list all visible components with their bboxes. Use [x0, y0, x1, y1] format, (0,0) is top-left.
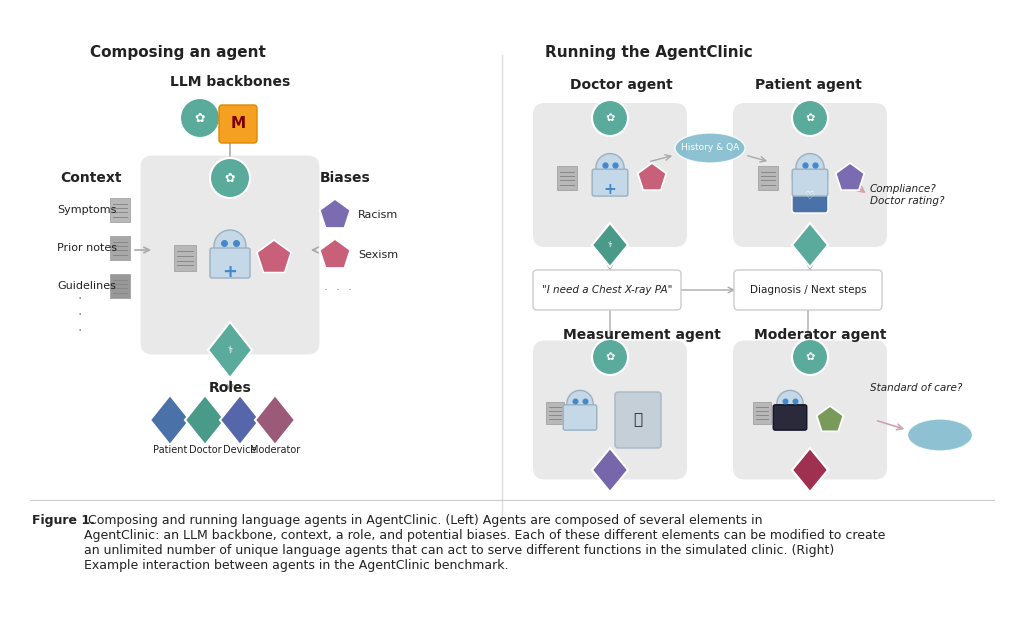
Text: Compliance?
Doctor rating?: Compliance? Doctor rating?: [870, 184, 944, 206]
FancyBboxPatch shape: [733, 103, 887, 247]
Text: Patient: Patient: [153, 445, 187, 455]
Circle shape: [796, 154, 824, 182]
Text: ·
·
·: · · ·: [78, 292, 82, 338]
Text: Measurement agent: Measurement agent: [563, 328, 721, 342]
Text: ·  ·  ·: · · ·: [324, 284, 352, 296]
Text: ✿: ✿: [605, 113, 614, 123]
FancyBboxPatch shape: [733, 340, 887, 479]
FancyBboxPatch shape: [534, 103, 687, 247]
Text: LLM backbones: LLM backbones: [170, 75, 290, 89]
Text: "I need a Chest X-ray PA": "I need a Chest X-ray PA": [542, 285, 672, 295]
Polygon shape: [592, 223, 628, 267]
Circle shape: [792, 339, 828, 375]
Text: +: +: [222, 263, 238, 281]
Text: ⚕: ⚕: [608, 241, 612, 250]
Circle shape: [210, 158, 250, 198]
Circle shape: [792, 100, 828, 136]
Text: Moderator agent: Moderator agent: [754, 328, 887, 342]
Text: Symptoms: Symptoms: [57, 205, 117, 215]
Text: ✿: ✿: [605, 352, 614, 362]
Circle shape: [596, 154, 624, 182]
Circle shape: [214, 230, 246, 262]
FancyBboxPatch shape: [534, 340, 687, 479]
Text: ✿: ✿: [195, 111, 205, 125]
Text: 🫁: 🫁: [634, 413, 643, 428]
Polygon shape: [792, 448, 828, 492]
Text: Sexism: Sexism: [358, 250, 398, 260]
Ellipse shape: [907, 419, 973, 451]
Circle shape: [567, 390, 593, 417]
Text: Doctor: Doctor: [188, 445, 221, 455]
FancyBboxPatch shape: [140, 156, 319, 355]
FancyBboxPatch shape: [563, 405, 597, 430]
FancyBboxPatch shape: [793, 169, 827, 196]
Text: Guidelines: Guidelines: [57, 281, 116, 291]
Polygon shape: [150, 395, 190, 445]
FancyBboxPatch shape: [534, 270, 681, 310]
Circle shape: [592, 339, 628, 375]
Text: Racism: Racism: [358, 210, 398, 220]
Text: Doctor agent: Doctor agent: [570, 78, 673, 92]
Text: Patient agent: Patient agent: [755, 78, 862, 92]
Polygon shape: [257, 240, 291, 273]
Text: Running the AgentClinic: Running the AgentClinic: [545, 45, 753, 60]
Polygon shape: [836, 163, 864, 190]
FancyBboxPatch shape: [758, 166, 778, 190]
Text: Figure 1.: Figure 1.: [32, 514, 95, 527]
FancyBboxPatch shape: [753, 402, 771, 424]
Ellipse shape: [675, 133, 745, 163]
Text: Roles: Roles: [209, 381, 251, 395]
Text: Composing and running language agents in AgentClinic. (Left) Agents are composed: Composing and running language agents in…: [84, 514, 886, 572]
Text: History & QA: History & QA: [681, 143, 739, 152]
FancyBboxPatch shape: [792, 179, 828, 213]
Polygon shape: [792, 223, 828, 267]
Text: ✿: ✿: [805, 113, 815, 123]
Circle shape: [777, 390, 803, 417]
Circle shape: [592, 100, 628, 136]
FancyBboxPatch shape: [557, 166, 577, 190]
Polygon shape: [185, 395, 225, 445]
Polygon shape: [592, 448, 628, 492]
Text: ✿: ✿: [224, 172, 236, 184]
Polygon shape: [817, 406, 844, 431]
Polygon shape: [319, 239, 350, 268]
Polygon shape: [208, 322, 252, 378]
Text: Biases: Biases: [319, 171, 371, 185]
Text: Diagnosis / Next steps: Diagnosis / Next steps: [750, 285, 866, 295]
FancyBboxPatch shape: [219, 105, 257, 143]
Polygon shape: [255, 395, 295, 445]
Text: ♡: ♡: [805, 191, 815, 201]
Text: Prior notes: Prior notes: [57, 243, 117, 253]
Text: ⚕: ⚕: [227, 345, 232, 355]
FancyBboxPatch shape: [174, 245, 196, 271]
FancyBboxPatch shape: [734, 270, 882, 310]
FancyBboxPatch shape: [110, 236, 130, 260]
Text: Context: Context: [60, 171, 122, 185]
FancyBboxPatch shape: [110, 274, 130, 298]
FancyBboxPatch shape: [773, 405, 807, 430]
FancyBboxPatch shape: [110, 198, 130, 222]
Text: Standard of care?: Standard of care?: [870, 383, 963, 393]
Polygon shape: [638, 163, 667, 190]
Text: Composing an agent: Composing an agent: [90, 45, 266, 60]
Text: Device: Device: [223, 445, 257, 455]
Circle shape: [180, 98, 220, 138]
Text: ✿: ✿: [805, 352, 815, 362]
Text: +: +: [603, 182, 616, 198]
FancyBboxPatch shape: [615, 392, 662, 448]
FancyBboxPatch shape: [546, 402, 564, 424]
FancyBboxPatch shape: [592, 169, 628, 196]
FancyBboxPatch shape: [210, 248, 250, 278]
Text: Moderator: Moderator: [250, 445, 300, 455]
Polygon shape: [220, 395, 260, 445]
Text: M: M: [230, 116, 246, 131]
Polygon shape: [319, 199, 350, 228]
